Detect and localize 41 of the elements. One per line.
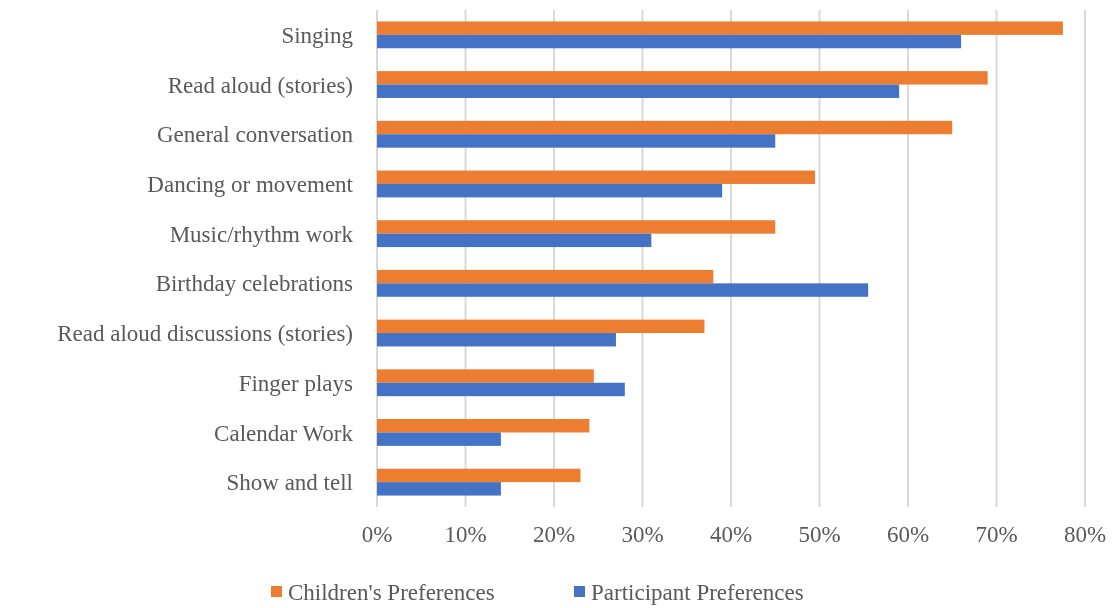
bar bbox=[377, 34, 962, 49]
bar bbox=[377, 333, 616, 347]
bar bbox=[377, 71, 988, 85]
bar bbox=[377, 283, 869, 297]
x-tick-label: 50% bbox=[798, 522, 841, 547]
y-tick-label: General conversation bbox=[156, 122, 354, 148]
y-tick-label: Read aloud (stories) bbox=[167, 72, 353, 98]
bar bbox=[377, 233, 652, 248]
bar bbox=[377, 319, 705, 334]
bar bbox=[377, 468, 581, 483]
bar bbox=[377, 21, 1063, 35]
x-tick-label: 40% bbox=[709, 522, 753, 547]
bar bbox=[377, 419, 590, 433]
y-tick-label: Calendar Work bbox=[214, 420, 354, 446]
bar bbox=[377, 220, 776, 234]
y-tick-label: Singing bbox=[281, 22, 354, 48]
x-tick-label: 20% bbox=[532, 522, 576, 547]
x-tick-label: 80% bbox=[1063, 522, 1107, 547]
x-tick-label: 30% bbox=[621, 522, 664, 547]
x-tick-label: 60% bbox=[886, 522, 930, 547]
y-tick-label: Show and tell bbox=[226, 470, 353, 496]
x-tick-label: 10% bbox=[444, 522, 487, 547]
bar bbox=[377, 369, 594, 383]
bar bbox=[377, 170, 816, 184]
y-tick-label: Read aloud discussions (stories) bbox=[57, 321, 353, 347]
x-tick-label: 70% bbox=[975, 522, 1018, 547]
y-tick-label: Music/rhythm work bbox=[169, 221, 354, 247]
y-tick-label: Birthday celebrations bbox=[155, 271, 354, 297]
bar bbox=[377, 269, 714, 284]
y-tick-label: Finger plays bbox=[238, 370, 354, 396]
bar bbox=[377, 134, 776, 148]
y-tick-label: Dancing or movement bbox=[147, 172, 354, 197]
bar bbox=[377, 432, 501, 446]
x-tick-label: 0% bbox=[361, 522, 393, 547]
legend-label: Children's Preferences bbox=[288, 580, 495, 606]
bar bbox=[377, 84, 900, 98]
bar bbox=[377, 482, 501, 496]
bar bbox=[377, 120, 953, 135]
legend-label: Participant Preferences bbox=[591, 580, 804, 606]
bar bbox=[377, 382, 625, 397]
bar bbox=[377, 183, 723, 198]
